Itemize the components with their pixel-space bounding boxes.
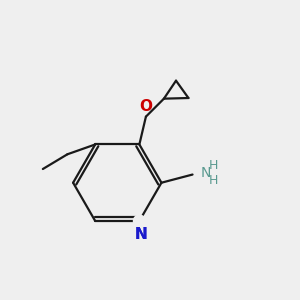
- Text: N: N: [135, 227, 147, 242]
- Text: N: N: [135, 227, 147, 242]
- Circle shape: [134, 215, 145, 227]
- Text: N: N: [200, 166, 211, 180]
- Text: O: O: [140, 99, 152, 114]
- Text: H: H: [209, 174, 218, 187]
- Text: H: H: [209, 159, 218, 172]
